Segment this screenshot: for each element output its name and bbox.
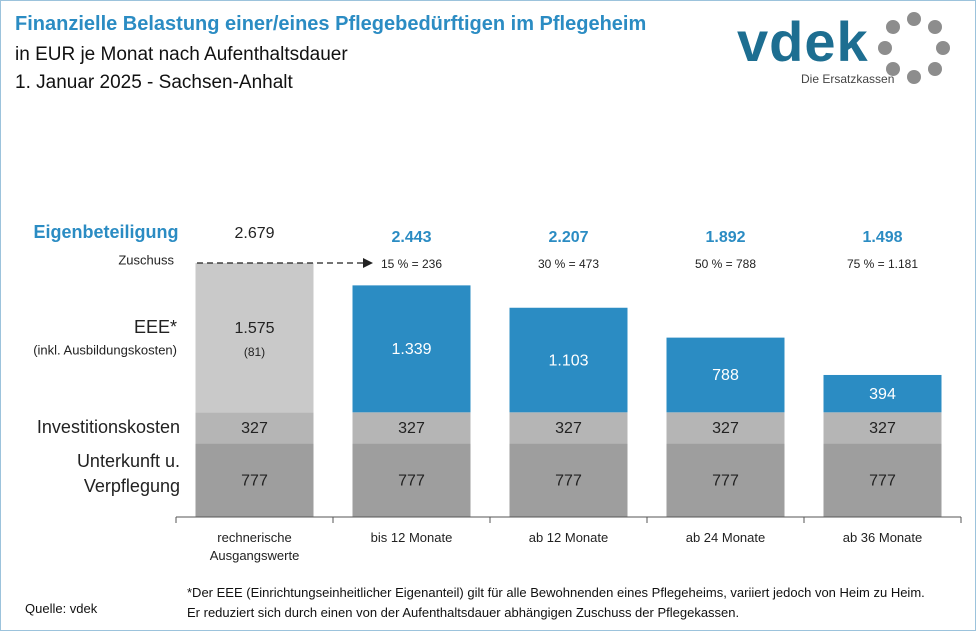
total-label: 2.207	[548, 229, 588, 246]
value-label: 327	[869, 420, 896, 437]
series-label: Unterkunft u. Verpflegung	[76, 451, 180, 496]
subsidy-arrowhead	[363, 258, 373, 268]
logo-tagline: Die Ersatzkassen	[801, 72, 895, 86]
value-label: 1.103	[548, 352, 588, 369]
x-tick-label: ab 24 Monate	[685, 530, 766, 545]
value-label: 777	[869, 472, 896, 489]
subsidy-label: 30 % = 473	[538, 257, 599, 271]
subsidy-label: 75 % = 1.181	[847, 257, 918, 271]
subsidy-label: 15 % = 236	[381, 257, 442, 271]
value-label: 777	[555, 472, 582, 489]
value-label: 788	[712, 367, 739, 384]
series-label: Investitionskosten	[37, 417, 180, 437]
series-label: EEE*	[134, 317, 177, 337]
total-label: 2.443	[391, 229, 431, 246]
value-label: 1.339	[391, 341, 431, 358]
value-label: 777	[398, 472, 425, 489]
logo: vdek	[737, 10, 869, 73]
value-label: 1.575	[234, 320, 274, 337]
total-label: 1.892	[705, 229, 745, 246]
value-label: 394	[869, 386, 896, 403]
bar-segment	[666, 337, 785, 413]
footnote: *Der EEE (Einrichtungseinheitlicher Eige…	[187, 585, 925, 620]
subtitle: in EUR je Monat nach Aufenthaltsdauer	[15, 44, 348, 65]
series-sublabel: (inkl. Ausbildungskosten)	[33, 342, 177, 357]
bar-segment	[823, 443, 942, 517]
source: Quelle: vdek	[25, 601, 98, 616]
bar-segment	[509, 443, 628, 517]
bar-segment	[352, 443, 471, 517]
value-label: 777	[712, 472, 739, 489]
logo-ring	[878, 12, 950, 84]
totals-label: Eigenbeteiligung	[33, 222, 178, 242]
x-tick-label: rechnerische Ausgangswerte	[209, 530, 300, 563]
x-tick-label: ab 36 Monate	[842, 530, 923, 545]
subsidy-heading: Zuschuss	[118, 252, 174, 267]
x-tick-label: ab 12 Monate	[528, 530, 609, 545]
bar-segment	[195, 412, 314, 444]
value-label: 327	[241, 420, 268, 437]
bar-segment	[666, 412, 785, 444]
bar-segment	[352, 412, 471, 444]
total-label: 1.498	[862, 229, 902, 246]
value-label: 777	[241, 472, 268, 489]
value-label: 327	[712, 420, 739, 437]
value-annotation: (81)	[244, 345, 265, 359]
bar-segment	[509, 412, 628, 444]
subsidy-label: 50 % = 788	[695, 257, 756, 271]
bar-segment	[509, 307, 628, 413]
x-tick-label: bis 12 Monate	[370, 530, 453, 545]
date-line: 1. Januar 2025 - Sachsen-Anhalt	[15, 72, 293, 93]
bar-segment	[195, 263, 314, 413]
bar-segment	[195, 443, 314, 517]
bar-segment	[352, 285, 471, 413]
title: Finanzielle Belastung einer/eines Pflege…	[15, 13, 647, 35]
bar-segment	[823, 412, 942, 444]
total-label: 2.679	[234, 225, 274, 242]
value-label: 327	[398, 420, 425, 437]
bar-segment	[666, 443, 785, 517]
bar-segment	[823, 374, 942, 413]
value-label: 327	[555, 420, 582, 437]
